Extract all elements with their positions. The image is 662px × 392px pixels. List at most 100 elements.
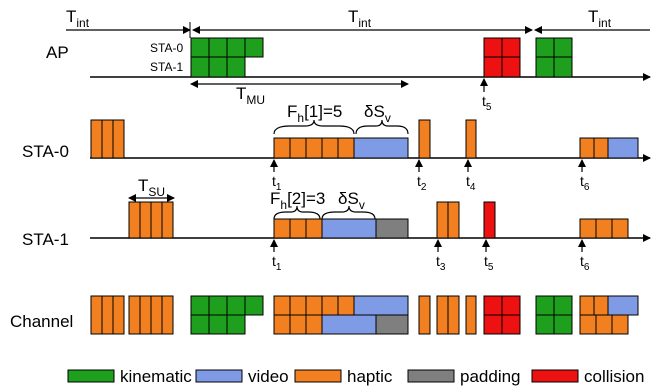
sta1-video-dsv	[321, 218, 377, 239]
channel-kinematic-top-1	[190, 295, 210, 316]
legend: kinematic video haptic padding collision	[67, 367, 644, 386]
channel-haptic-t3-1	[436, 295, 449, 335]
sta1-padding	[375, 218, 409, 239]
channel-haptic-a-3	[112, 295, 125, 335]
channel-kinematic-end-bottom-2	[553, 314, 573, 335]
channel-haptic-mu-bottom-3	[305, 314, 323, 335]
channel-haptic-mu-top-3	[305, 295, 323, 316]
ap-kinematic-end-top-2	[553, 37, 573, 58]
legend-swatch-collision	[531, 369, 579, 383]
sta0-haptic-t2	[418, 119, 431, 159]
sta1-haptic-su-1	[128, 201, 141, 239]
sta0-video-end	[607, 137, 639, 159]
ap-kinematic-sta0-2	[208, 37, 228, 58]
sta0-haptic-fh-3	[305, 137, 323, 159]
marker-sta1-t1-label: t1	[272, 253, 282, 273]
ap-kinematic-sta1-3	[226, 56, 246, 78]
t-int-label-3: Tint	[588, 7, 612, 30]
ap-kinematic-sta1-2	[208, 56, 228, 78]
marker-sta1-t3-label: t3	[436, 253, 446, 273]
sta1-haptic-t3-1	[436, 201, 449, 239]
ap-collision-top-1	[483, 37, 503, 58]
channel-kinematic-top-2	[208, 295, 228, 316]
ap-kinematic-end-bottom-1	[535, 56, 555, 78]
channel-kinematic-top-3	[226, 295, 246, 316]
sta0-haptic-end-2	[593, 137, 609, 159]
channel-haptic-end-top-2	[593, 295, 609, 316]
fh1-brace	[273, 119, 355, 135]
channel-haptic-t3-2	[447, 295, 460, 335]
sta0-haptic-fh-4	[321, 137, 339, 159]
ap-kinematic-sta0-4	[244, 37, 264, 58]
channel-collision-bottom-1	[483, 314, 503, 335]
t-su-label: TSU	[138, 176, 165, 199]
sta1-haptic-fh-3	[305, 218, 323, 239]
t-int-label-1: Tint	[66, 7, 90, 30]
channel-collision-top-1	[483, 295, 503, 316]
t-int-label-2: Tint	[348, 7, 372, 30]
dsv-brace-sta1	[321, 205, 376, 220]
channel-haptic-mu-bottom-1	[273, 314, 291, 335]
ap-collision-bottom-2	[501, 56, 521, 78]
sta1-haptic-end-1	[579, 218, 597, 239]
channel-haptic-end-top-1	[579, 295, 595, 316]
channel-collision-top-2	[501, 295, 521, 316]
channel-video-mu-top	[353, 295, 409, 316]
sta1-haptic-su-2	[139, 201, 152, 239]
sta0-haptic-fh-5	[337, 137, 355, 159]
channel-haptic-t2	[418, 295, 431, 335]
channel-haptic-end-bottom-1	[579, 314, 597, 335]
ap-kinematic-sta1-1	[190, 56, 210, 78]
sta0-haptic-fh-2	[289, 137, 307, 159]
channel-kinematic-bottom-3	[226, 314, 246, 335]
marker-sta0-t2-label: t2	[417, 173, 427, 193]
sta1-haptic-fh-2	[289, 218, 307, 239]
marker-sta0-t6-label: t6	[580, 173, 590, 193]
channel-haptic-b-4	[161, 295, 174, 335]
sta1-haptic-end-3	[611, 218, 629, 239]
channel-padding	[375, 314, 409, 335]
dsv-brace-sta0	[355, 119, 409, 135]
channel-haptic-mu-top-2	[289, 295, 307, 316]
channel-haptic-mu-top-1	[273, 295, 291, 316]
channel-video-mu-bottom	[321, 314, 377, 335]
sta1-haptic-t3-2	[447, 201, 460, 239]
t-mu-label: TMU	[236, 84, 265, 107]
legend-swatch-video	[195, 369, 243, 383]
ap-kinematic-sta0-3	[226, 37, 246, 58]
sta0-haptic-fh-1	[273, 137, 291, 159]
channel-haptic-b-3	[150, 295, 163, 335]
legend-swatch-haptic	[294, 369, 342, 383]
channel-haptic-end-bottom-2	[595, 314, 613, 335]
channel-haptic-mu-bottom-2	[289, 314, 307, 335]
fh1-annotation: Fh[1]=5	[287, 102, 342, 125]
channel-video-end-top	[607, 295, 639, 316]
ap-kinematic-end-top-1	[535, 37, 555, 58]
ap-collision-bottom-1	[483, 56, 503, 78]
sta0-haptic-t4	[465, 119, 477, 159]
row-label-sta1: STA-1	[22, 230, 69, 249]
ap-sta1-label: STA-1	[150, 60, 183, 74]
sta0-haptic-start-1	[90, 119, 103, 159]
channel-haptic-end-bottom-3	[611, 314, 629, 335]
sta0-video-dsv	[353, 137, 409, 159]
sta1-collision-t5	[483, 201, 496, 239]
fh2-annotation: Fh[2]=3	[270, 189, 325, 212]
ap-kinematic-end-bottom-2	[553, 56, 573, 78]
markers-layer: t5 t1 t2 t4 t6 t1 t3 t5 t6	[270, 78, 590, 273]
legend-label-padding: padding	[460, 367, 521, 386]
channel-kinematic-top-4	[244, 295, 264, 316]
legend-swatch-padding	[407, 369, 455, 383]
channel-haptic-t4	[465, 295, 477, 335]
channel-kinematic-end-top-2	[553, 295, 573, 316]
sta1-haptic-su-4	[161, 201, 174, 239]
channel-haptic-b-1	[128, 295, 141, 335]
channel-haptic-a-1	[90, 295, 103, 335]
sta1-haptic-su-3	[150, 201, 163, 239]
row-label-sta0: STA-0	[22, 142, 69, 161]
dsv-annotation-sta0: δSv	[364, 102, 391, 125]
marker-sta1-t5-label: t5	[484, 253, 494, 273]
channel-kinematic-end-top-1	[535, 295, 555, 316]
channel-kinematic-bottom-2	[208, 314, 228, 335]
